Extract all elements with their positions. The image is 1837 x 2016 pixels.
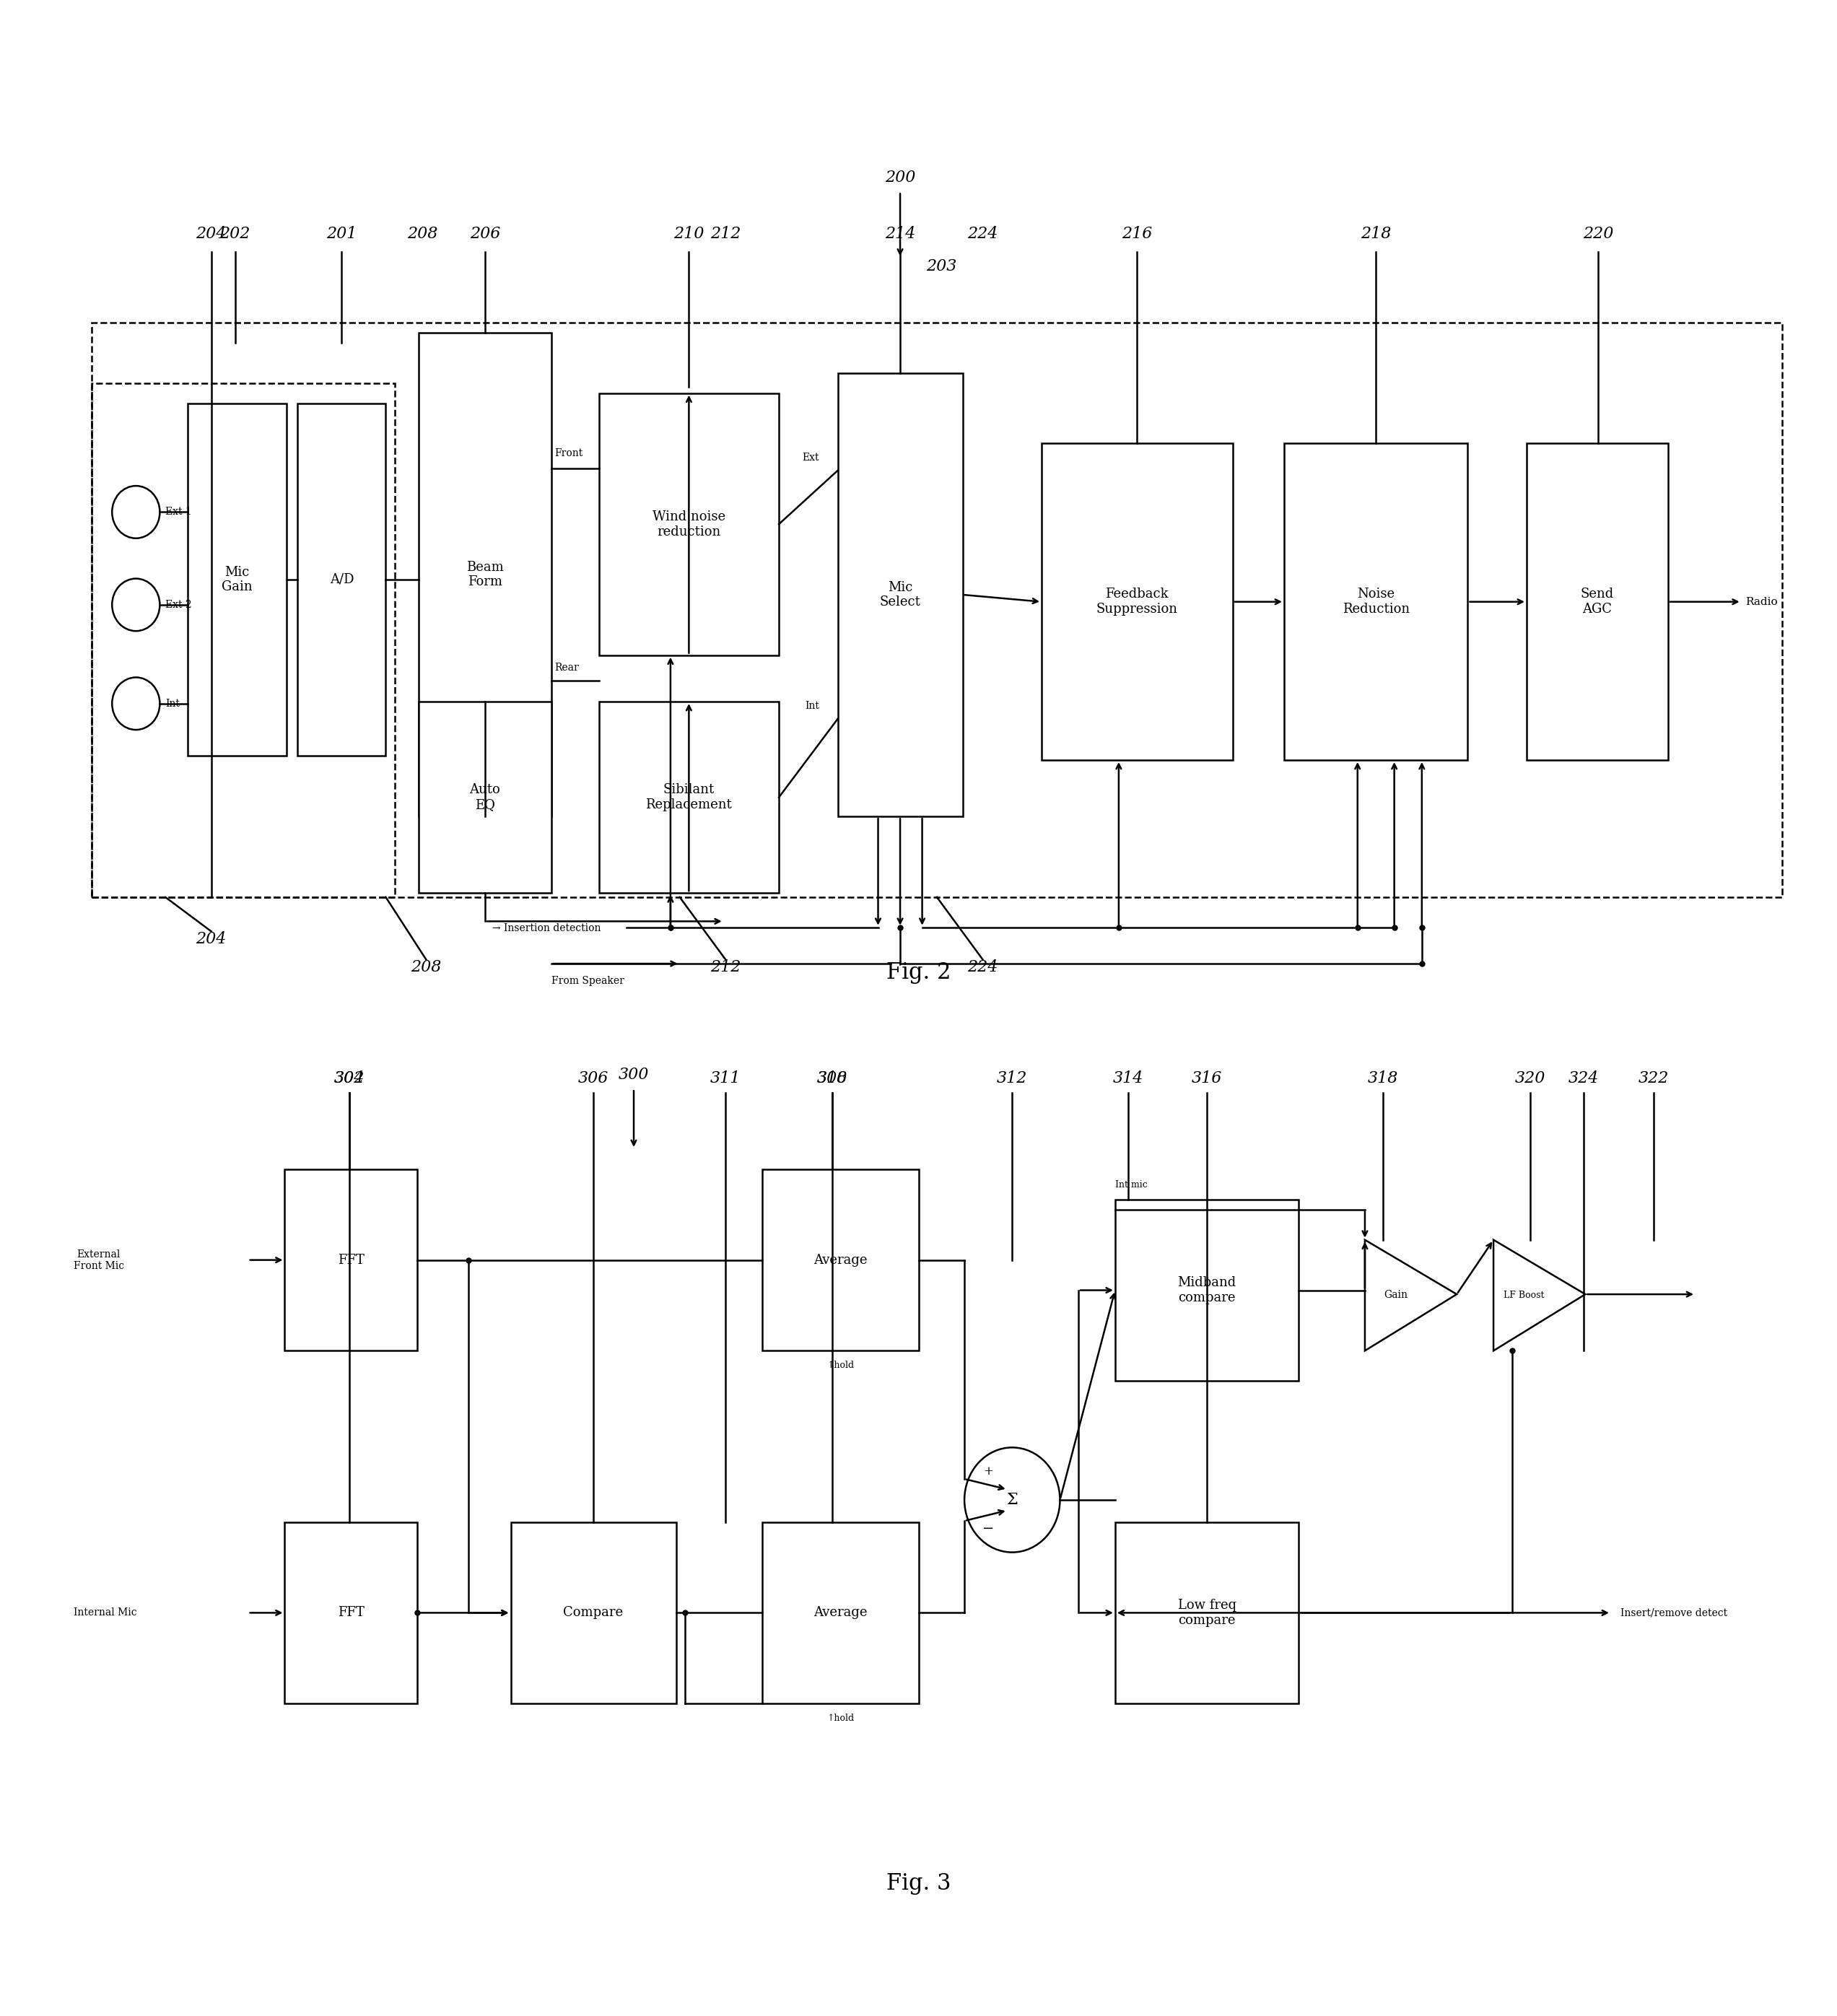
Text: Average: Average: [814, 1607, 867, 1619]
Bar: [419, 702, 551, 893]
Text: 312: 312: [997, 1070, 1027, 1087]
Text: 214: 214: [885, 226, 915, 242]
Bar: [1284, 444, 1468, 760]
Bar: [298, 403, 386, 756]
Text: Int mic: Int mic: [1115, 1179, 1148, 1189]
Bar: [599, 393, 779, 655]
Text: FFT: FFT: [338, 1254, 364, 1266]
Text: Σ: Σ: [1007, 1492, 1018, 1508]
Text: Fig. 3: Fig. 3: [885, 1873, 952, 1895]
Text: 308: 308: [817, 1070, 847, 1087]
Text: Noise
Reduction: Noise Reduction: [1343, 589, 1409, 615]
Text: 310: 310: [817, 1070, 847, 1087]
Text: 318: 318: [1369, 1070, 1398, 1087]
Text: Midband
compare: Midband compare: [1178, 1276, 1236, 1304]
Text: Compare: Compare: [564, 1607, 623, 1619]
Text: Int: Int: [805, 702, 819, 712]
Text: → Insertion detection: → Insertion detection: [492, 923, 601, 933]
Text: Ext 1: Ext 1: [165, 506, 191, 518]
Bar: [285, 1522, 417, 1704]
Bar: [599, 702, 779, 893]
Bar: [92, 383, 395, 897]
Text: 224: 224: [968, 226, 997, 242]
Text: 201: 201: [327, 226, 356, 242]
Bar: [1042, 444, 1233, 760]
Text: 322: 322: [1639, 1070, 1668, 1087]
Text: 324: 324: [1569, 1070, 1598, 1087]
Text: ↑hold: ↑hold: [827, 1361, 854, 1371]
Text: Wind noise
reduction: Wind noise reduction: [652, 510, 726, 538]
Text: Internal Mic: Internal Mic: [73, 1607, 136, 1619]
Text: External
Front Mic: External Front Mic: [73, 1250, 125, 1270]
Text: Mic
Gain: Mic Gain: [222, 566, 252, 593]
Bar: [762, 1522, 918, 1704]
Text: 212: 212: [711, 960, 740, 976]
Text: Feedback
Suppression: Feedback Suppression: [1097, 589, 1178, 615]
Text: Fig. 2: Fig. 2: [885, 962, 952, 984]
Text: Beam
Form: Beam Form: [467, 560, 503, 589]
Bar: [511, 1522, 676, 1704]
Text: 212: 212: [711, 226, 740, 242]
Text: Mic
Select: Mic Select: [880, 581, 920, 609]
Text: 316: 316: [1192, 1070, 1222, 1087]
Text: 208: 208: [411, 960, 441, 976]
Text: Sibilant
Replacement: Sibilant Replacement: [645, 784, 733, 810]
Text: 302: 302: [334, 1070, 364, 1087]
Bar: [1527, 444, 1668, 760]
Text: A/D: A/D: [329, 573, 355, 587]
Text: 304: 304: [334, 1070, 364, 1087]
Text: 206: 206: [470, 226, 500, 242]
Text: 306: 306: [579, 1070, 608, 1087]
Text: Auto
EQ: Auto EQ: [470, 784, 500, 810]
Text: 202: 202: [220, 226, 250, 242]
Text: Rear: Rear: [555, 663, 579, 673]
Text: 204: 204: [197, 226, 226, 242]
Text: Send
AGC: Send AGC: [1580, 589, 1615, 615]
Text: 220: 220: [1583, 226, 1613, 242]
Text: Gain: Gain: [1383, 1290, 1407, 1300]
Text: Average: Average: [814, 1254, 867, 1266]
Text: Insert/remove detect: Insert/remove detect: [1620, 1607, 1727, 1619]
Text: Int: Int: [165, 698, 180, 710]
Text: 218: 218: [1361, 226, 1391, 242]
Text: +: +: [983, 1466, 994, 1478]
Text: 311: 311: [711, 1070, 740, 1087]
Text: −: −: [983, 1522, 994, 1536]
Text: 210: 210: [674, 226, 704, 242]
Text: 208: 208: [408, 226, 437, 242]
Text: ↑hold: ↑hold: [827, 1714, 854, 1724]
Text: Radio: Radio: [1745, 597, 1778, 607]
Text: Ext 2: Ext 2: [165, 599, 191, 611]
Text: LF Boost: LF Boost: [1505, 1290, 1545, 1300]
Text: 320: 320: [1516, 1070, 1545, 1087]
Text: 216: 216: [1122, 226, 1152, 242]
Bar: [187, 403, 287, 756]
Text: 204: 204: [197, 931, 226, 948]
Bar: [1115, 1200, 1299, 1381]
Bar: [838, 373, 963, 816]
Text: 300: 300: [619, 1066, 648, 1083]
Text: 224: 224: [968, 960, 997, 976]
Text: Ext: Ext: [803, 452, 819, 462]
Text: FFT: FFT: [338, 1607, 364, 1619]
Text: Low freq
compare: Low freq compare: [1178, 1599, 1236, 1627]
Bar: [419, 333, 551, 816]
Text: 314: 314: [1113, 1070, 1143, 1087]
Text: 200: 200: [885, 169, 915, 185]
Text: From Speaker: From Speaker: [551, 976, 625, 986]
Bar: [285, 1169, 417, 1351]
Text: Front: Front: [555, 448, 582, 458]
Text: 203: 203: [926, 258, 957, 274]
Bar: [762, 1169, 918, 1351]
Bar: [1115, 1522, 1299, 1704]
Bar: [92, 323, 1782, 897]
